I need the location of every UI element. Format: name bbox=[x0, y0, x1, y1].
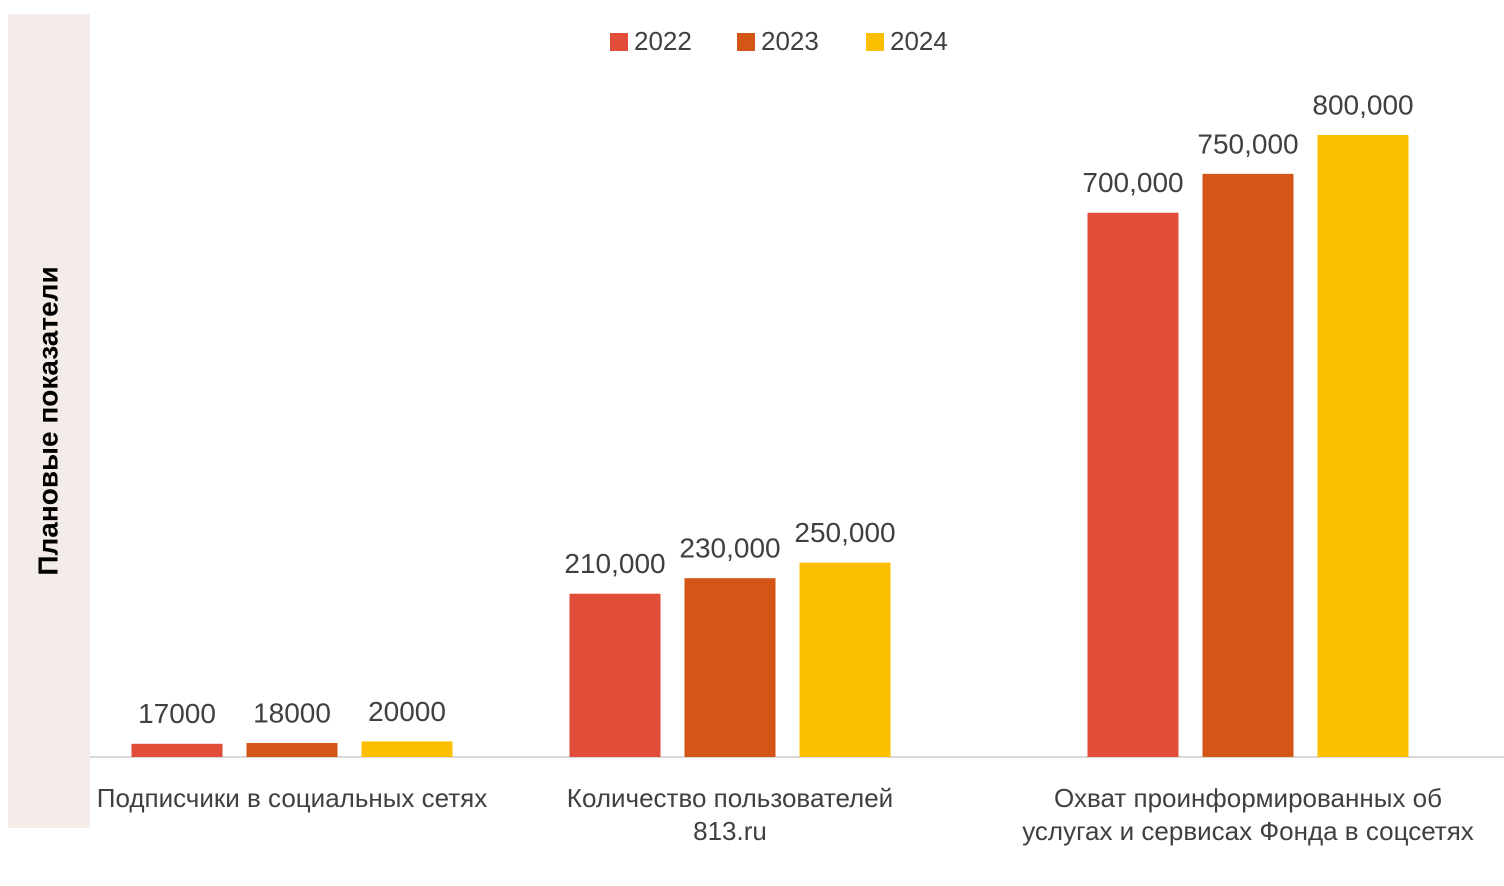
bar bbox=[569, 593, 661, 757]
value-label: 750,000 bbox=[1197, 128, 1298, 159]
value-label: 250,000 bbox=[794, 517, 895, 548]
value-label: 210,000 bbox=[564, 548, 665, 579]
legend-swatch bbox=[610, 33, 628, 51]
bar bbox=[246, 743, 338, 757]
bar bbox=[1317, 135, 1409, 757]
bar bbox=[1202, 173, 1294, 757]
bar bbox=[1087, 212, 1179, 757]
legend-label: 2024 bbox=[890, 26, 948, 56]
legend-label: 2022 bbox=[634, 26, 692, 56]
value-label: 20000 bbox=[368, 696, 446, 727]
bar bbox=[361, 741, 453, 757]
category-label: Количество пользователей 813.ru bbox=[566, 783, 894, 846]
category-label: Охват проинформированных об услугах и се… bbox=[1022, 783, 1474, 846]
value-label: 17000 bbox=[138, 698, 216, 729]
y-label-panel bbox=[8, 14, 90, 828]
legend-swatch bbox=[737, 33, 755, 51]
value-label: 18000 bbox=[253, 697, 331, 728]
value-label: 230,000 bbox=[679, 533, 780, 564]
legend-swatch bbox=[866, 33, 884, 51]
value-label: 800,000 bbox=[1312, 89, 1413, 120]
category-label: Подписчики в социальных сетях bbox=[96, 783, 488, 813]
legend-label: 2023 bbox=[761, 26, 819, 56]
bar bbox=[131, 743, 223, 757]
bar bbox=[799, 562, 891, 757]
y-axis-label: Плановые показатели bbox=[32, 266, 63, 575]
value-label: 700,000 bbox=[1082, 167, 1183, 198]
bar bbox=[684, 578, 776, 757]
